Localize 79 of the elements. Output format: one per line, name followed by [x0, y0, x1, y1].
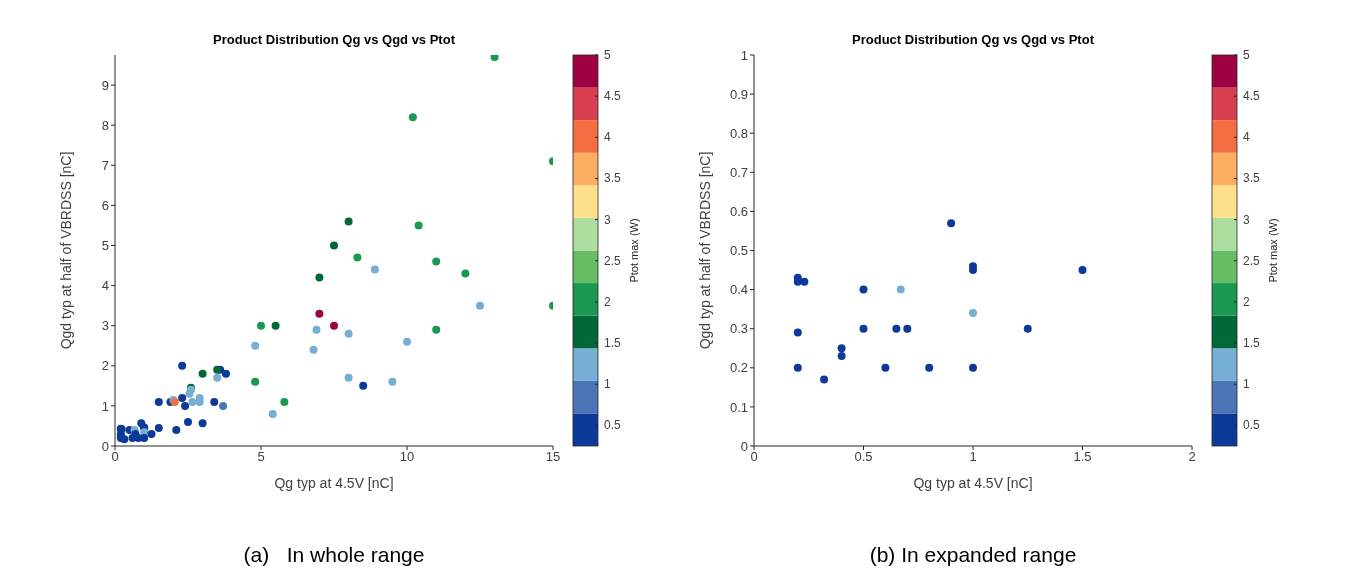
x-tick-label: 5	[257, 449, 265, 465]
color-bar-label: 4.5	[1243, 89, 1261, 104]
y-tick-label: 0	[101, 438, 109, 454]
x-tick-label: 0	[750, 449, 758, 465]
point	[903, 324, 912, 333]
chart-title: Product Distribution Qg vs Qgd vs Ptot	[851, 32, 1095, 47]
color-bar-label: 2	[1243, 294, 1250, 309]
point	[793, 328, 802, 337]
point	[800, 277, 809, 286]
point	[881, 363, 890, 372]
point	[837, 352, 846, 361]
y-tick-label: 6	[101, 198, 109, 213]
point	[859, 324, 868, 333]
y-tick-label: 0.6	[729, 204, 748, 220]
y-tick-label: 1	[740, 47, 748, 63]
y-tick-label: 2	[101, 358, 109, 374]
y-tick-label: 5	[101, 238, 109, 254]
point	[925, 363, 934, 372]
x-tick-label: 1	[969, 449, 977, 465]
y-tick-label: 0.1	[729, 399, 748, 415]
point	[892, 324, 901, 333]
point	[969, 309, 977, 318]
color-bar-title: Ptot max (W)	[628, 218, 640, 283]
point	[969, 363, 977, 372]
color-bar-label: 3.5	[604, 171, 622, 186]
text: (a) In whole range	[242, 543, 426, 567]
y-tick-label: 4	[101, 278, 109, 294]
point	[969, 266, 977, 275]
y-tick-label: 0.3	[729, 321, 748, 337]
y-axis-title: Qgd typ at half of VBRDSS [nC]	[57, 151, 74, 350]
y-tick-label: 7	[101, 157, 109, 173]
point	[793, 363, 802, 372]
x-tick-label: 0.5	[854, 449, 873, 465]
y-tick-label: 1	[101, 398, 109, 414]
point	[947, 219, 956, 228]
y-tick-label: 0	[740, 438, 748, 454]
color-bar-label: 3	[1243, 212, 1250, 227]
color-bar-label: 1	[604, 377, 611, 392]
color-bar-title: Ptot max (W)	[1267, 218, 1279, 283]
point	[859, 285, 868, 294]
color-bar-label: 2.5	[1243, 253, 1261, 268]
color-bar-label: 3	[604, 212, 611, 227]
color-bar-label: 5	[1243, 48, 1250, 62]
color-bar-label: 0.5	[604, 418, 622, 433]
chart-title: Product Distribution Qg vs Qgd vs Ptot	[212, 32, 456, 47]
x-tick-label: 0	[111, 449, 119, 465]
x-tick-label: 10	[399, 449, 415, 465]
point	[896, 285, 905, 294]
color-bar-label: 5	[604, 48, 611, 62]
x-tick-label: 2	[1188, 449, 1196, 465]
color-bar-label: 0.5	[1243, 418, 1261, 433]
x-tick-label: 15	[545, 449, 561, 465]
y-tick-label: 0.8	[729, 125, 748, 141]
y-tick-label: 0.7	[729, 164, 748, 180]
y-axis-title: Qgd typ at half of VBRDSS [nC]	[696, 151, 713, 350]
color-bar-label: 3.5	[1243, 171, 1261, 186]
point	[1023, 324, 1032, 333]
color-bar-label: 4.5	[604, 89, 622, 104]
y-tick-label: 0.2	[729, 360, 748, 376]
text: (b) In expanded range	[868, 543, 1078, 567]
y-tick-label: 0.5	[729, 243, 748, 259]
y-tick-label: 3	[101, 318, 109, 334]
y-tick-label: 0.9	[729, 86, 748, 102]
color-bar-label: 4	[604, 130, 611, 145]
color-bar-label: 4	[1243, 130, 1250, 145]
point	[837, 344, 846, 353]
point	[1078, 266, 1087, 275]
x-axis-title: Qg typ at 4.5V [nC]	[274, 475, 394, 491]
color-bar-label: 2	[604, 294, 611, 309]
point	[820, 375, 829, 384]
y-tick-label: 8	[101, 117, 109, 133]
color-bar-label: 2.5	[604, 253, 622, 268]
y-tick-label: 9	[101, 77, 109, 93]
color-bar-label: 1.5	[604, 336, 622, 351]
x-axis-title: Qg typ at 4.5V [nC]	[913, 475, 1033, 491]
y-tick-label: 0.4	[729, 282, 748, 298]
color-bar-label: 1	[1243, 377, 1250, 392]
x-tick-label: 1.5	[1073, 449, 1092, 465]
color-bar-label: 1.5	[1243, 336, 1261, 351]
